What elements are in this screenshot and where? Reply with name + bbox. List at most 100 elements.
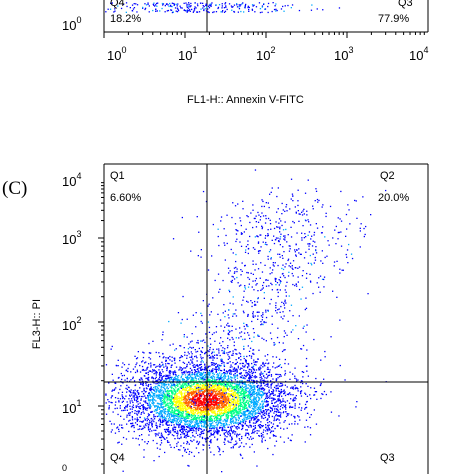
event-dot xyxy=(227,362,229,364)
event-dot xyxy=(129,7,131,9)
event-dot xyxy=(188,387,191,389)
event-dot xyxy=(199,414,201,416)
event-dot xyxy=(243,405,245,407)
event-dot xyxy=(249,395,251,397)
event-dot xyxy=(193,381,196,384)
event-dot xyxy=(110,348,112,350)
event-dot xyxy=(179,403,181,405)
event-dot xyxy=(242,408,244,411)
event-dot xyxy=(232,409,234,412)
event-dot xyxy=(214,380,216,383)
event-dot xyxy=(208,401,210,403)
event-dot xyxy=(210,433,212,435)
event-dot xyxy=(183,397,185,400)
event-dot xyxy=(211,2,213,4)
event-dot xyxy=(161,389,163,391)
event-dot xyxy=(212,424,214,427)
event-dot xyxy=(190,410,192,413)
event-dot xyxy=(168,392,170,395)
event-dot xyxy=(330,411,333,413)
event-dot xyxy=(245,410,247,413)
event-dot xyxy=(185,405,187,407)
event-dot xyxy=(200,404,202,406)
event-dot xyxy=(232,393,234,396)
event-dot xyxy=(145,402,147,404)
event-dot xyxy=(118,400,120,402)
event-dot xyxy=(121,443,123,445)
event-dot xyxy=(207,414,209,416)
event-dot xyxy=(205,367,207,370)
event-dot xyxy=(121,366,123,368)
event-dot xyxy=(213,376,216,378)
event-dot xyxy=(155,422,157,424)
event-dot xyxy=(214,425,216,427)
event-dot xyxy=(217,364,219,366)
event-dot xyxy=(219,414,221,417)
event-dot xyxy=(182,426,185,428)
event-dot xyxy=(269,437,271,439)
event-dot xyxy=(159,372,161,374)
event-dot xyxy=(176,7,179,9)
event-dot xyxy=(200,368,202,370)
event-dot xyxy=(213,414,216,417)
event-dot xyxy=(197,405,199,407)
panel-b-x-tick-2: 102 xyxy=(256,45,275,63)
event-dot xyxy=(284,404,287,406)
event-dot xyxy=(179,366,181,368)
event-dot xyxy=(252,387,254,389)
event-dot xyxy=(230,415,232,417)
event-dot xyxy=(218,402,220,405)
event-dot xyxy=(108,382,110,384)
event-dot xyxy=(170,371,172,373)
event-dot xyxy=(207,11,209,13)
event-dot xyxy=(253,428,255,430)
event-dot xyxy=(245,3,247,6)
event-dot xyxy=(166,369,168,372)
event-dot xyxy=(109,8,112,10)
event-dot xyxy=(159,390,161,393)
event-dot xyxy=(152,404,154,406)
event-dot xyxy=(172,402,174,404)
event-dot xyxy=(218,380,220,382)
event-dot xyxy=(181,425,184,428)
event-dot xyxy=(232,402,234,405)
event-dot xyxy=(217,408,219,411)
event-dot xyxy=(203,423,205,425)
event-dot xyxy=(273,412,275,414)
event-dot xyxy=(178,395,180,398)
event-dot xyxy=(251,362,253,365)
event-dot xyxy=(175,406,177,408)
event-dot xyxy=(115,401,117,403)
event-dot xyxy=(215,388,218,390)
event-dot xyxy=(240,404,242,406)
event-dot xyxy=(136,419,138,421)
event-dot xyxy=(211,403,213,405)
event-dot xyxy=(159,419,162,421)
event-dot xyxy=(313,394,316,396)
event-dot xyxy=(302,376,304,378)
event-dot xyxy=(142,6,144,9)
event-dot xyxy=(274,435,276,437)
event-dot xyxy=(191,429,193,431)
event-dot xyxy=(190,394,193,396)
event-dot xyxy=(174,395,176,397)
event-dot xyxy=(167,9,170,12)
event-dot xyxy=(236,401,239,403)
event-dot xyxy=(151,398,154,400)
event-dot xyxy=(153,420,155,423)
event-dot xyxy=(138,444,140,446)
event-dot xyxy=(219,401,221,404)
event-dot xyxy=(220,384,222,386)
event-dot xyxy=(267,384,269,386)
event-dot xyxy=(155,2,158,5)
event-dot xyxy=(218,385,220,387)
event-dot xyxy=(244,377,246,380)
event-dot xyxy=(160,439,163,442)
event-dot xyxy=(220,396,222,398)
event-dot xyxy=(152,3,154,5)
event-dot xyxy=(230,384,233,387)
event-dot xyxy=(225,394,227,396)
event-dot xyxy=(231,437,233,439)
event-dot xyxy=(120,415,122,417)
event-dot xyxy=(227,383,229,386)
